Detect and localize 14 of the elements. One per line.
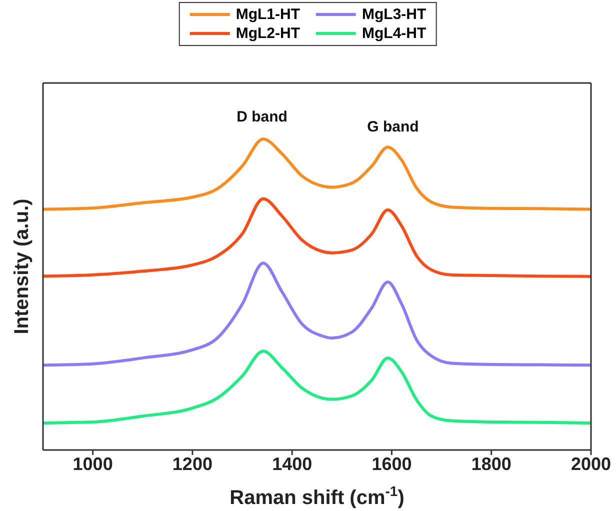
text: D band	[236, 108, 288, 126]
x-tick-label: 1800	[471, 454, 512, 474]
legend-label: MgL2-HT	[236, 25, 300, 42]
x-tick-label: 1000	[72, 454, 113, 474]
legend-label: MgL4-HT	[362, 25, 426, 42]
x-tick-label: 2000	[570, 454, 612, 474]
legend-label: MgL1-HT	[236, 6, 300, 23]
x-tick-label: 1600	[372, 454, 412, 474]
x-tick-label: 1200	[172, 454, 212, 474]
text: G band	[367, 118, 419, 136]
x-axis-title: Raman shift (cm$^{-1}$)	[230, 483, 404, 509]
legend-label: MgL3-HT	[362, 6, 426, 23]
x-tick-label: 1400	[272, 454, 312, 474]
y-axis-title: Intensity (a.u.)	[11, 198, 33, 334]
